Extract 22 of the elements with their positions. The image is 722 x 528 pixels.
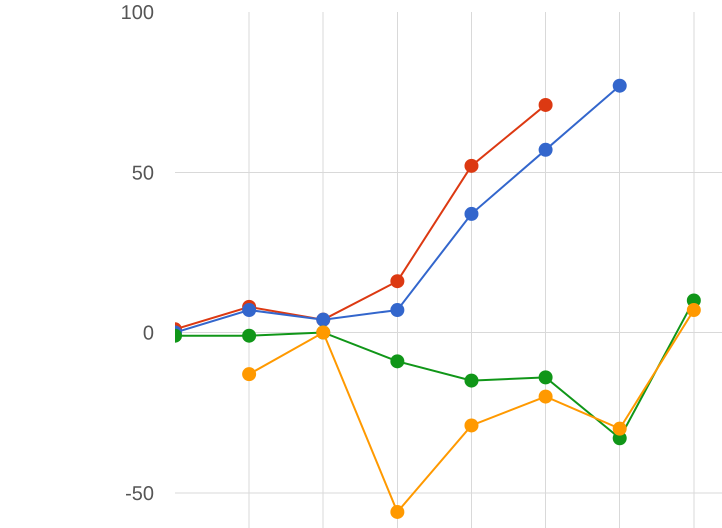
point <box>538 390 553 404</box>
point <box>464 374 478 388</box>
point <box>390 504 404 519</box>
point <box>242 328 256 343</box>
point <box>390 303 404 318</box>
point <box>242 367 256 382</box>
y-tick-label: 0 <box>142 322 154 344</box>
point <box>464 418 478 432</box>
point <box>538 142 553 157</box>
y-tick-label: -50 <box>125 482 154 505</box>
point <box>612 422 627 436</box>
point <box>390 354 404 368</box>
point <box>464 158 478 173</box>
point <box>390 274 404 288</box>
point <box>612 78 627 93</box>
y-tick-label: 100 <box>120 2 154 24</box>
point <box>538 370 553 384</box>
point <box>242 303 256 318</box>
point <box>686 303 701 318</box>
point <box>538 98 553 112</box>
point <box>464 206 478 221</box>
y-tick-label: 50 <box>132 162 154 184</box>
